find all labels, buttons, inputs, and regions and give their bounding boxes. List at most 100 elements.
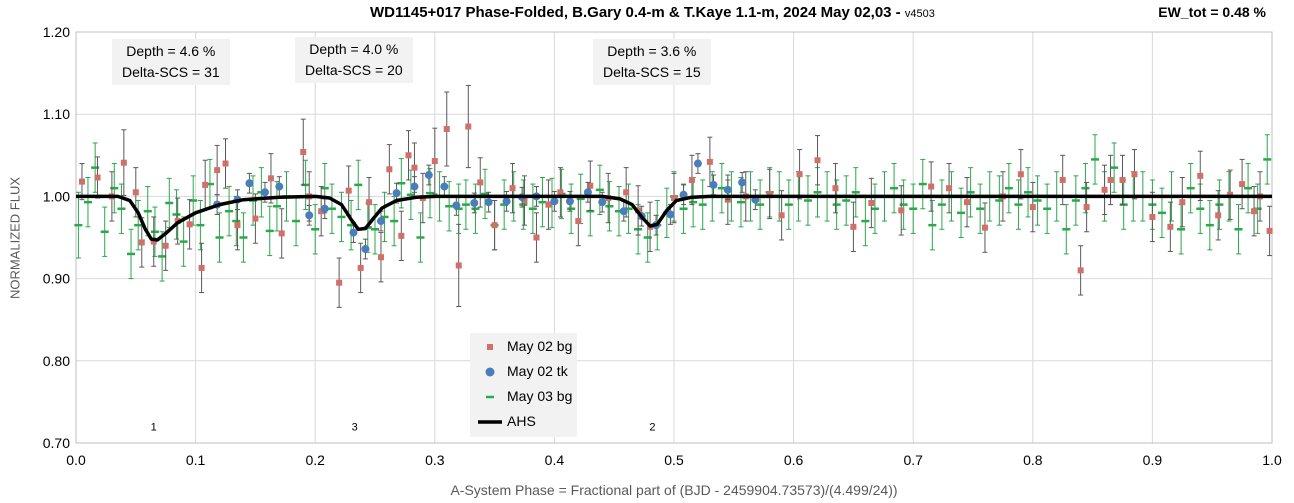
data-point-may02-tk xyxy=(693,159,702,168)
data-point-may02-bg xyxy=(345,187,352,194)
x-tick-label: 0.6 xyxy=(784,452,804,468)
x-tick-label: 0.3 xyxy=(425,452,445,468)
data-point-may02-bg xyxy=(377,254,384,261)
data-point-may02-tk xyxy=(470,198,479,207)
data-point-may02-bg xyxy=(928,183,935,190)
data-point-may02-bg xyxy=(509,185,516,192)
x-axis-label: A-System Phase = Fractional part of (BJD… xyxy=(450,482,898,498)
data-point-may02-tk xyxy=(598,198,607,207)
legend-label: May 03 bg xyxy=(507,388,573,404)
dip-label: 3 xyxy=(352,422,358,434)
x-tick-label: 0.0 xyxy=(66,452,86,468)
data-point-may02-tk xyxy=(666,210,675,219)
data-point-may02-bg xyxy=(868,199,875,206)
y-tick-label: 0.90 xyxy=(43,271,70,287)
data-point-may02-tk xyxy=(392,189,401,198)
data-point-may02-bg xyxy=(405,152,412,159)
data-point-may02-tk xyxy=(361,245,370,254)
data-point-may02-bg xyxy=(267,175,274,182)
data-point-may02-tk xyxy=(565,197,574,206)
data-point-may02-bg xyxy=(1107,176,1114,183)
data-point-may02-bg xyxy=(706,158,713,165)
data-point-may02-tk xyxy=(410,182,419,191)
depth-value: Depth = 4.0 % xyxy=(309,41,399,57)
data-point-may02-bg xyxy=(1131,171,1138,178)
data-point-may02-tk xyxy=(679,190,688,199)
data-point-may02-bg xyxy=(688,176,695,183)
data-point-may02-bg xyxy=(766,190,773,197)
data-point-may02-bg xyxy=(1059,176,1066,183)
data-point-may02-tk xyxy=(583,188,592,197)
dash-marker-icon xyxy=(486,395,494,399)
data-point-may02-bg xyxy=(214,167,221,174)
data-point-may02-bg xyxy=(521,197,528,204)
data-point-may02-bg xyxy=(1077,267,1084,274)
legend-label: May 02 tk xyxy=(507,363,568,379)
data-point-may02-bg xyxy=(671,195,677,202)
data-point-may02-bg xyxy=(222,160,229,167)
ew-total-label: EW_tot = 0.48 % xyxy=(1158,4,1266,20)
data-point-may02-tk xyxy=(245,179,254,188)
data-point-may02-bg xyxy=(898,207,905,214)
data-point-may02-bg xyxy=(557,189,564,196)
data-point-may02-tk xyxy=(619,207,628,216)
title-text: WD1145+017 Phase-Folded, B.Gary 0.4-m & … xyxy=(370,4,901,21)
data-point-may02-bg xyxy=(981,224,988,231)
data-point-may02-bg xyxy=(234,222,241,229)
data-point-may02-bg xyxy=(398,232,405,239)
x-tick-label: 0.5 xyxy=(664,452,684,468)
data-point-may02-bg xyxy=(336,279,343,286)
data-point-may02-tk xyxy=(305,211,314,220)
data-point-may02-bg xyxy=(1266,227,1273,234)
data-point-may02-bg xyxy=(411,164,418,171)
chart-title: WD1145+017 Phase-Folded, B.Gary 0.4-m & … xyxy=(370,4,935,21)
x-tick-label: 0.4 xyxy=(545,452,565,468)
x-tick-label: 0.9 xyxy=(1143,452,1163,468)
data-point-may02-bg xyxy=(1251,208,1258,215)
data-point-may02-bg xyxy=(1215,212,1222,219)
data-point-may02-bg xyxy=(545,201,552,208)
data-point-may02-bg xyxy=(832,185,839,192)
data-point-may02-bg xyxy=(1149,213,1156,220)
data-point-may02-bg xyxy=(1119,176,1126,183)
data-point-may02-bg xyxy=(278,230,285,237)
data-point-may02-tk xyxy=(424,171,433,180)
data-point-may02-tk xyxy=(376,217,385,226)
data-point-may02-tk xyxy=(320,204,329,213)
data-point-may02-tk xyxy=(275,182,284,191)
data-point-may02-tk xyxy=(452,201,461,210)
data-point-may02-tk xyxy=(709,180,718,189)
data-point-may02-tk xyxy=(502,197,511,206)
data-point-may02-tk xyxy=(723,185,732,194)
data-point-may02-bg xyxy=(1179,199,1186,206)
legend: May 02 bg May 02 tk May 03 bg AHS xyxy=(470,333,577,437)
data-point-may02-bg xyxy=(443,125,450,132)
delta-scs-value: Delta-SCS = 20 xyxy=(305,62,403,78)
data-point-may02-bg xyxy=(465,123,472,130)
data-point-may02-tk xyxy=(738,178,747,187)
data-point-may02-bg xyxy=(477,179,484,186)
data-point-may02-bg xyxy=(623,189,630,196)
legend-label: AHS xyxy=(507,413,536,429)
data-point-may02-bg xyxy=(1017,171,1024,178)
x-tick-label: 0.1 xyxy=(186,452,206,468)
data-point-may02-bg xyxy=(132,189,139,196)
data-point-may02-bg xyxy=(202,181,209,188)
legend-label: May 02 bg xyxy=(507,338,573,354)
data-point-may02-bg xyxy=(386,166,393,173)
y-axis-label: NORMALIZED FLUX xyxy=(7,176,23,300)
data-point-may02-bg xyxy=(814,157,821,164)
data-point-may02-bg xyxy=(357,264,364,271)
circle-marker-icon xyxy=(485,367,495,377)
data-point-may02-tk xyxy=(260,188,269,197)
data-point-may02-bg xyxy=(575,218,582,225)
depth-annotation-1: Depth = 4.6 % Delta-SCS = 31 xyxy=(112,39,230,85)
depth-value: Depth = 3.6 % xyxy=(607,43,697,59)
data-point-may02-bg xyxy=(318,208,325,215)
dip-label: 1 xyxy=(151,422,157,434)
data-point-may02-tk xyxy=(349,228,358,237)
legend-item-may03-bg: May 03 bg xyxy=(470,385,577,409)
data-point-may02-bg xyxy=(491,222,498,229)
version-label: v4503 xyxy=(904,8,935,20)
data-point-may02-bg xyxy=(198,264,205,271)
